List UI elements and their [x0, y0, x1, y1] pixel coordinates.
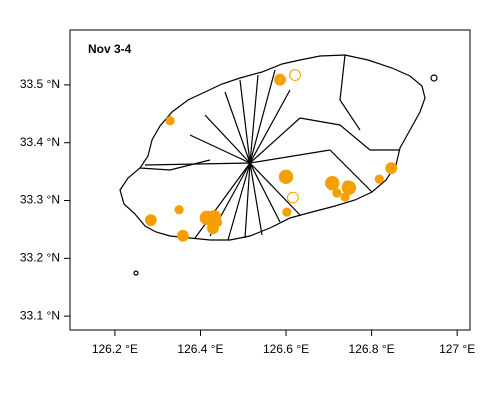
- sighting-point: [274, 73, 286, 86]
- sighting-point: [289, 69, 301, 81]
- y-tick-label: 33.2 °N: [20, 250, 60, 264]
- island-outline: [119, 54, 438, 276]
- y-tick-label: 33.3 °N: [20, 193, 60, 207]
- x-tick-label: 126.2 °E: [92, 342, 138, 356]
- sighting-point: [325, 175, 340, 191]
- x-tick-label: 127 °E: [439, 342, 475, 356]
- sighting-point: [177, 229, 189, 242]
- sighting-point: [144, 214, 157, 227]
- y-tick-label: 33.5 °N: [20, 77, 60, 91]
- sighting-point: [385, 162, 398, 175]
- sighting-point: [332, 188, 342, 198]
- sighting-point: [374, 174, 384, 184]
- sighting-point: [165, 116, 175, 126]
- x-tick-label: 126.8 °E: [349, 342, 395, 356]
- y-tick-label: 33.4 °N: [20, 135, 60, 149]
- sighting-point: [174, 205, 184, 215]
- sighting-point: [286, 191, 299, 204]
- x-tick-label: 126.4 °E: [177, 342, 223, 356]
- plot-frame: [69, 29, 471, 331]
- sighting-point: [340, 192, 350, 202]
- sighting-point: [278, 169, 294, 185]
- sighting-point: [212, 217, 223, 228]
- sighting-point: [341, 180, 357, 196]
- y-tick-label: 33.1 °N: [20, 308, 60, 322]
- x-tick-label: 126.6 °E: [263, 342, 309, 356]
- sighting-point: [282, 207, 292, 217]
- chart-title: Nov 3-4: [88, 42, 132, 56]
